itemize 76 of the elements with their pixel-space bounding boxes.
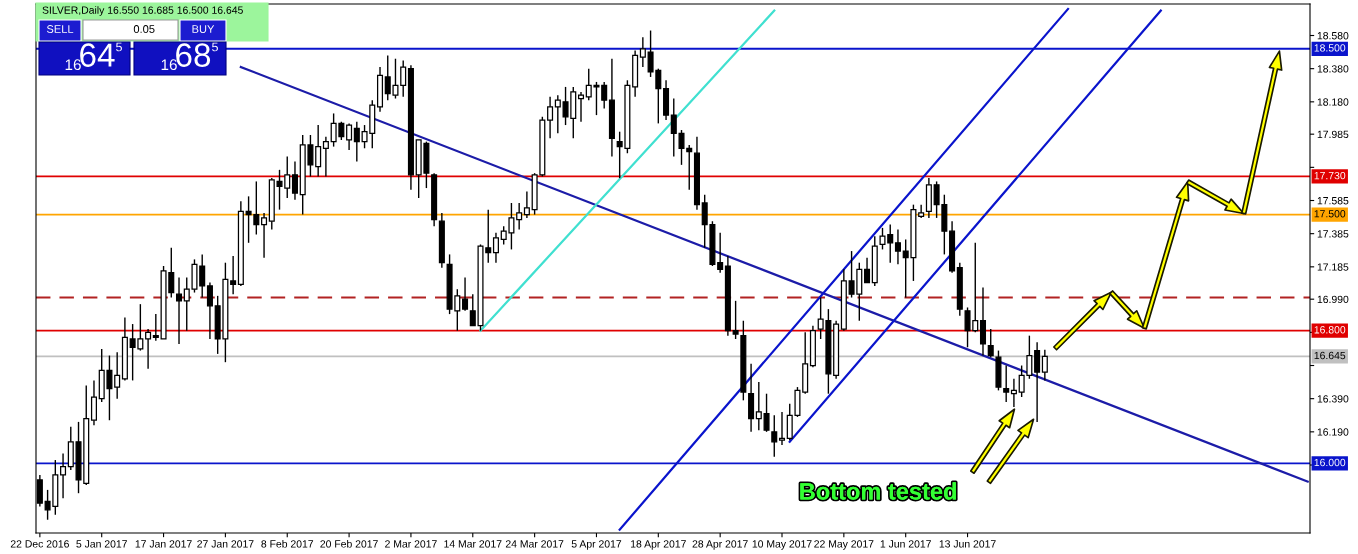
y-tick-label: 17.185 <box>1317 263 1349 271</box>
annotation: 64 <box>80 43 115 67</box>
candlestick <box>717 232 724 274</box>
y-tick-label: 17.585 <box>1317 197 1349 205</box>
ref-line-label: 16.000 <box>1314 458 1346 467</box>
candlestick <box>261 212 268 259</box>
x-tick-label: 20 Feb 2017 <box>320 539 378 548</box>
y-tick-label: 16.390 <box>1317 395 1349 403</box>
y-tick-label: 17.985 <box>1317 130 1349 139</box>
x-tick-label: 5 Apr 2017 <box>571 540 622 550</box>
candlestick <box>732 300 739 340</box>
candlestick <box>315 124 322 178</box>
x-tick-label: 13 Jun 2017 <box>939 540 996 548</box>
x-tick-label: 27 Jan 2017 <box>197 540 254 548</box>
candlestick <box>864 257 871 284</box>
x-tick-label: 2 Mar 2017 <box>385 540 437 548</box>
annotation: 5 <box>212 42 218 52</box>
candlestick <box>492 232 499 264</box>
x-tick-label: 22 Dec 2016 <box>10 540 69 548</box>
x-tick-label: 14 Mar 2017 <box>444 540 502 548</box>
candlestick <box>206 281 213 340</box>
candlestick <box>523 190 530 219</box>
y-tick-label: 18.580 <box>1317 32 1349 40</box>
y-tick-label: 18.180 <box>1317 98 1349 106</box>
candlestick <box>516 202 523 231</box>
annotation: SELL <box>46 25 74 33</box>
candlestick <box>175 276 183 345</box>
x-tick-label: 1 Jun 2017 <box>880 540 931 548</box>
annotation: BUY <box>192 25 215 33</box>
ref-line-label: 18.500 <box>1314 44 1346 52</box>
x-tick-label: 17 Jan 2017 <box>135 540 192 548</box>
candlestick <box>346 122 353 151</box>
candlestick <box>462 276 469 312</box>
y-tick-label: 16.190 <box>1317 428 1349 436</box>
candlestick <box>322 135 329 178</box>
annotation: Bottom tested <box>800 482 956 500</box>
candlestick <box>291 160 298 201</box>
candlestick <box>987 328 994 358</box>
candlestick <box>90 379 98 426</box>
y-tick-label: 16.990 <box>1317 295 1349 304</box>
ref-line-label: 17.500 <box>1314 210 1346 218</box>
candlestick <box>114 351 121 400</box>
annotation: 16 <box>161 59 177 71</box>
x-tick-label: 24 Mar 2017 <box>505 540 564 548</box>
candlestick <box>1041 349 1048 382</box>
candlestick <box>778 411 786 446</box>
annotation: 16 <box>65 59 81 71</box>
candlestick <box>639 36 646 68</box>
candlestick <box>152 313 159 342</box>
annotation: 68 <box>176 43 211 67</box>
y-tick-label: 18.380 <box>1317 65 1349 73</box>
candlestick <box>1034 341 1041 423</box>
candlestick <box>60 452 67 499</box>
x-tick-label: 22 May 2017 <box>814 540 874 550</box>
ref-line-label: 16.800 <box>1314 326 1346 334</box>
x-tick-label: 10 May 2017 <box>752 540 812 550</box>
y-tick-label: 17.385 <box>1317 230 1349 238</box>
ref-line-label: 17.730 <box>1314 171 1346 180</box>
chart-title: SILVER,Daily 16.550 16.685 16.500 16.645 <box>42 6 243 16</box>
candlestick <box>353 121 360 163</box>
x-tick-label: 5 Jan 2017 <box>76 540 127 548</box>
annotation: 0.05 <box>133 25 155 33</box>
x-tick-label: 18 Apr 2017 <box>631 540 686 550</box>
x-tick-label: 28 Apr 2017 <box>692 540 748 550</box>
candlestick <box>145 328 152 370</box>
candlestick <box>1003 364 1010 403</box>
candlestick <box>547 96 554 140</box>
candlestick <box>979 286 987 357</box>
candlestick <box>894 228 901 266</box>
candlestick <box>1010 378 1017 408</box>
candlestick <box>771 414 778 458</box>
candlestick <box>230 255 237 295</box>
x-tick-label: 8 Feb 2017 <box>261 539 314 548</box>
annotation: 5 <box>116 42 122 52</box>
ref-line-label: 16.645 <box>1314 351 1346 360</box>
candlestick <box>577 91 585 123</box>
